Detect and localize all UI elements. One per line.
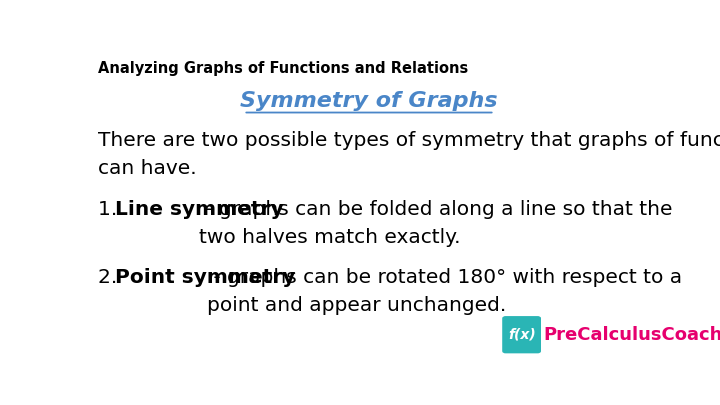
- Text: PreCalculusCoach.com: PreCalculusCoach.com: [543, 326, 720, 344]
- Text: - graphs can be folded along a line so that the
two halves match exactly.: - graphs can be folded along a line so t…: [199, 200, 672, 247]
- Text: f(x): f(x): [508, 328, 536, 342]
- Text: Point symmetry: Point symmetry: [115, 269, 295, 288]
- Text: There are two possible types of symmetry that graphs of functions
can have.: There are two possible types of symmetry…: [99, 131, 720, 178]
- Text: - graphs can be rotated 180° with respect to a
point and appear unchanged.: - graphs can be rotated 180° with respec…: [207, 269, 683, 315]
- Text: 1.: 1.: [99, 200, 124, 219]
- FancyBboxPatch shape: [503, 317, 540, 353]
- Text: Line symmetry: Line symmetry: [115, 200, 284, 219]
- Text: Symmetry of Graphs: Symmetry of Graphs: [240, 91, 498, 111]
- Text: 2.: 2.: [99, 269, 124, 288]
- Text: Analyzing Graphs of Functions and Relations: Analyzing Graphs of Functions and Relati…: [99, 61, 469, 76]
